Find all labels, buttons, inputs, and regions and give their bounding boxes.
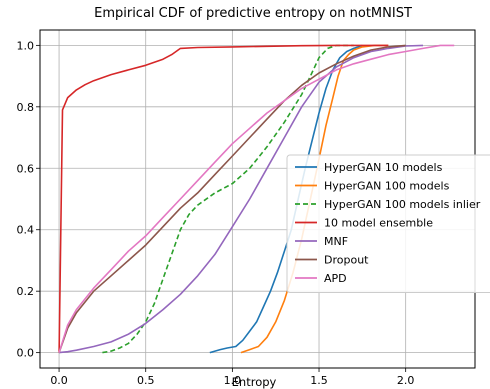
y-tick-label: 0.4 xyxy=(17,224,35,237)
y-tick-label: 1.0 xyxy=(17,39,35,52)
legend-entry: HyperGAN 100 models inlier xyxy=(324,198,481,211)
x-tick-label: 2.0 xyxy=(397,374,415,387)
legend-entry: 10 model ensemble xyxy=(324,217,433,230)
x-tick-label: 0.5 xyxy=(137,374,155,387)
series-line-6 xyxy=(58,44,406,353)
x-tick-label: 0.0 xyxy=(50,374,68,387)
legend: HyperGAN 10 models HyperGAN 100 models Hyp… xyxy=(286,154,490,293)
chart-title: Empirical CDF of predictive entropy on n… xyxy=(94,6,412,21)
legend-entry: HyperGAN 10 models xyxy=(324,161,443,174)
legend-entry: Dropout xyxy=(324,254,369,267)
x-tick-label: 1.0 xyxy=(224,374,242,387)
x-axis-label: Entropy xyxy=(232,375,277,389)
series-line-4 xyxy=(58,44,389,353)
legend-entry: HyperGAN 100 models xyxy=(324,180,450,193)
y-tick-label: 0.0 xyxy=(17,347,35,360)
series-line-3 xyxy=(102,44,354,354)
x-tick-label: 1.5 xyxy=(310,374,328,387)
series-line-1 xyxy=(209,44,363,354)
y-tick-label: 0.6 xyxy=(17,162,35,175)
legend-entry: APD xyxy=(324,272,347,285)
axis-ticks: 0.0 0.5 1.0 1.5 2.0 0.0 0.2 0.4 0.6 0.8 1.0 xyxy=(17,39,415,387)
legend-box xyxy=(286,154,490,293)
series-line-5 xyxy=(59,44,424,354)
legend-entry: MNF xyxy=(324,235,348,248)
series-line-7 xyxy=(58,44,455,353)
y-tick-label: 0.2 xyxy=(17,285,35,298)
y-tick-label: 0.8 xyxy=(17,101,35,114)
